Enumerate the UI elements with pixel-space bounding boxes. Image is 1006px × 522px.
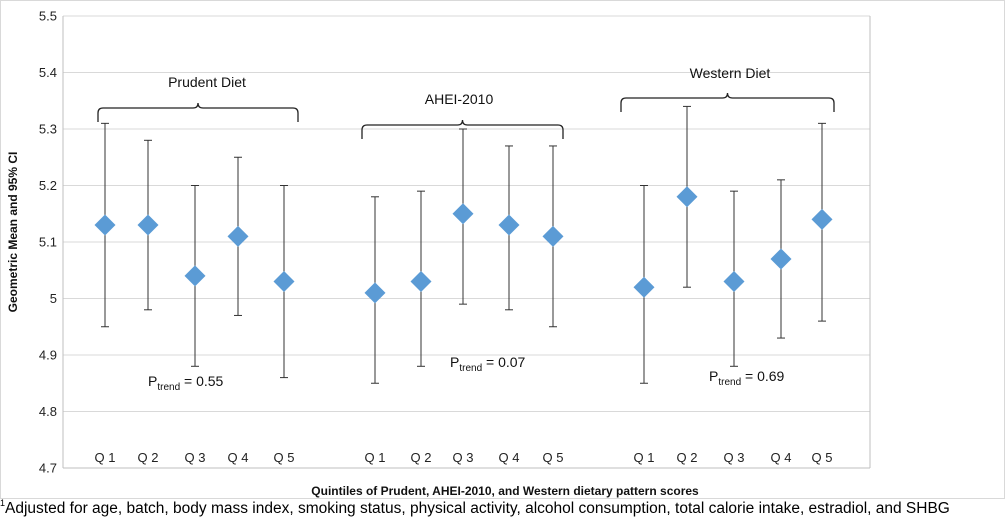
x-tick-label: Q 2 <box>677 450 698 465</box>
y-tick-label: 5.5 <box>39 9 57 24</box>
x-tick-label: Q 2 <box>411 450 432 465</box>
y-axis-title: Geometric Mean and 95% CI <box>6 152 20 313</box>
data-point-diamond <box>94 214 116 236</box>
x-tick-label: Q 4 <box>228 450 249 465</box>
y-tick-label: 5.4 <box>39 65 57 80</box>
y-tick-label: 4.9 <box>39 348 57 363</box>
x-tick-label: Q 5 <box>274 450 295 465</box>
data-point-diamond <box>633 276 655 298</box>
data-point-diamond <box>723 271 745 293</box>
x-tick-label: Q 4 <box>499 450 520 465</box>
y-tick-label: 5.1 <box>39 235 57 250</box>
data-point-diamond <box>498 214 520 236</box>
y-axis-ticks: 5.5 5.4 5.3 5.2 5.1 5 4.9 4.8 4.7 <box>39 9 57 476</box>
x-tick-label: Q 3 <box>185 450 206 465</box>
group-bracket <box>361 119 564 139</box>
data-point-diamond <box>452 203 474 225</box>
group-label: Western Diet <box>690 65 771 81</box>
data-point-diamond <box>676 186 698 208</box>
gridlines <box>62 15 871 469</box>
y-tick-label: 4.7 <box>39 461 57 476</box>
x-axis-ticks: Q 1 Q 2 Q 3 Q 4 Q 5 Q 1 Q 2 Q 3 Q 4 Q 5 Q 1 Q 2 Q 3 Q… <box>95 450 833 465</box>
y-tick-label: 5.3 <box>39 122 57 137</box>
x-tick-label: Q 3 <box>453 450 474 465</box>
footnote-text: Adjusted for age, batch, body mass index… <box>5 500 950 517</box>
group-brackets: Prudent Diet Ptrend = 0.55 AHEI-2010 Ptrend… <box>97 65 835 393</box>
x-tick-label: Q 1 <box>365 450 386 465</box>
data-point-diamond <box>410 271 432 293</box>
y-tick-label: 5 <box>50 291 57 306</box>
group-label: AHEI-2010 <box>425 91 494 107</box>
data-point-diamond <box>184 265 206 287</box>
x-tick-label: Q 5 <box>812 450 833 465</box>
data-series <box>94 105 833 384</box>
x-tick-label: Q 3 <box>724 450 745 465</box>
x-tick-label: Q 5 <box>543 450 564 465</box>
data-point-diamond <box>227 225 249 247</box>
group-label: Prudent Diet <box>168 74 246 90</box>
x-tick-label: Q 2 <box>138 450 159 465</box>
data-point-diamond <box>364 282 386 304</box>
data-point-diamond <box>770 248 792 270</box>
x-tick-label: Q 1 <box>95 450 116 465</box>
y-tick-label: 4.8 <box>39 404 57 419</box>
y-tick-label: 5.2 <box>39 178 57 193</box>
x-axis-title: Quintiles of Prudent, AHEI-2010, and Wes… <box>311 484 699 498</box>
footnote-marker: 1 <box>0 498 6 508</box>
data-point-diamond <box>137 214 159 236</box>
data-point-diamond <box>811 208 833 230</box>
group-bracket <box>620 92 835 112</box>
p-trend-label: Ptrend = 0.07 <box>450 354 526 374</box>
p-trend-label: Ptrend = 0.55 <box>148 373 224 393</box>
x-tick-label: Q 4 <box>771 450 792 465</box>
footnote: 1Adjusted for age, batch, body mass inde… <box>0 498 1006 518</box>
x-tick-label: Q 1 <box>634 450 655 465</box>
p-trend-label: Ptrend = 0.69 <box>709 368 785 388</box>
data-point-diamond <box>273 271 295 293</box>
chart: 5.5 5.4 5.3 5.2 5.1 5 4.9 4.8 4.7 Geometric Mean… <box>0 0 1005 499</box>
group-bracket <box>97 102 299 122</box>
chart-frame <box>0 0 1005 499</box>
data-point-diamond <box>542 225 564 247</box>
